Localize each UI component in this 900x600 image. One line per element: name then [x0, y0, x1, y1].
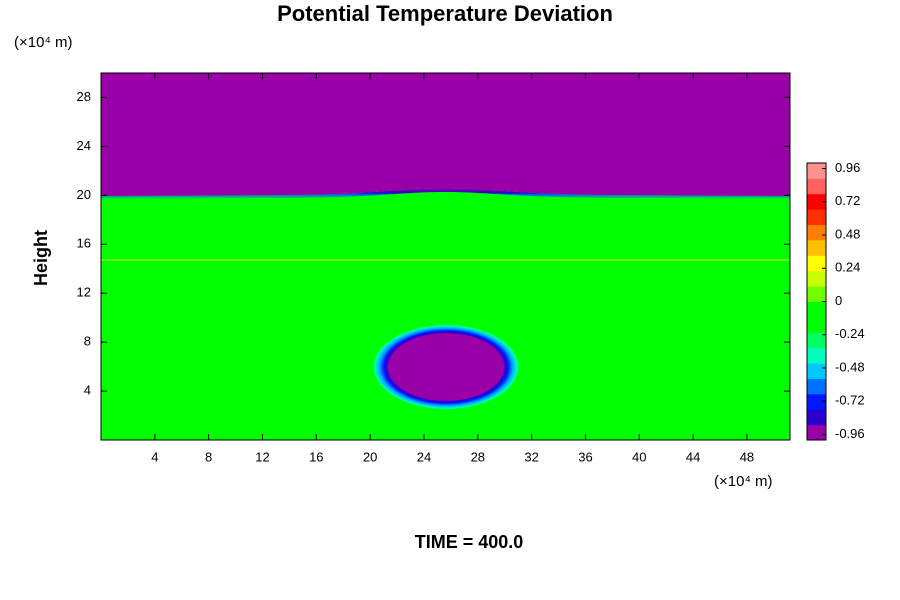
- upper-layer: [101, 73, 790, 196]
- x-tick-label: 8: [205, 449, 212, 464]
- colorbar-segment: [807, 393, 826, 410]
- x-unit: (×10⁴ m): [714, 473, 773, 490]
- x-tick-label: 44: [686, 449, 700, 464]
- y-tick-label: 4: [84, 383, 91, 398]
- colorbar-tick-label: -0.72: [835, 393, 865, 408]
- x-tick-label: 16: [309, 449, 323, 464]
- thermal-bubble: [372, 324, 520, 410]
- colorbar-segment: [807, 363, 826, 379]
- colorbar-tick-label: 0.24: [835, 260, 860, 275]
- x-tick-label: 36: [578, 449, 592, 464]
- y-tick-label: 20: [77, 187, 91, 202]
- colorbar-segment: [807, 316, 826, 333]
- colorbar-tick-label: 0.72: [835, 193, 860, 208]
- colorbar-segment: [807, 332, 826, 349]
- x-tick-label: 24: [417, 449, 431, 464]
- y-unit: (×10⁴ m): [14, 34, 73, 51]
- colorbar-segment: [807, 255, 826, 272]
- colorbar-tick-label: 0.96: [835, 160, 860, 175]
- colorbar-segment: [807, 209, 826, 226]
- colorbar-segment: [807, 424, 826, 441]
- time-label: TIME = 400.0: [415, 532, 524, 552]
- colorbar-segment: [807, 378, 826, 395]
- colorbar-segment: [807, 224, 826, 241]
- colorbar-tick-label: -0.48: [835, 359, 865, 374]
- y-tick-label: 16: [77, 236, 91, 251]
- colorbar-segment: [807, 409, 826, 426]
- y-tick-label: 12: [77, 285, 91, 300]
- colorbar-tick-label: -0.96: [835, 426, 865, 441]
- colorbar-tick-label: -0.24: [835, 326, 865, 341]
- colorbar-tick-label: 0.48: [835, 226, 860, 241]
- y-tick-label: 8: [84, 334, 91, 349]
- y-axis-title: Height: [31, 230, 51, 286]
- colorbar-segment: [807, 239, 826, 256]
- y-tick-label: 24: [77, 138, 91, 153]
- x-tick-label: 40: [632, 449, 646, 464]
- colorbar-tick-label: 0: [835, 293, 842, 308]
- colorbar-segment: [807, 347, 826, 364]
- colorbar-segment: [807, 193, 826, 210]
- y-tick-label: 28: [77, 89, 91, 104]
- interface-band: [101, 188, 790, 199]
- colorbar-segment: [807, 270, 826, 287]
- x-tick-label: 12: [255, 449, 269, 464]
- colorbar-segment: [807, 178, 826, 195]
- colorbar-segment: [807, 286, 826, 302]
- x-tick-label: 20: [363, 449, 377, 464]
- chart-title: Potential Temperature Deviation: [277, 1, 613, 26]
- x-tick-label: 32: [524, 449, 538, 464]
- x-tick-label: 4: [151, 449, 158, 464]
- x-tick-label: 28: [471, 449, 485, 464]
- colorbar-segment: [807, 301, 826, 318]
- field: [100, 72, 791, 441]
- colorbar-segment: [807, 163, 826, 179]
- plot-frame: [100, 72, 791, 441]
- x-tick-label: 48: [740, 449, 754, 464]
